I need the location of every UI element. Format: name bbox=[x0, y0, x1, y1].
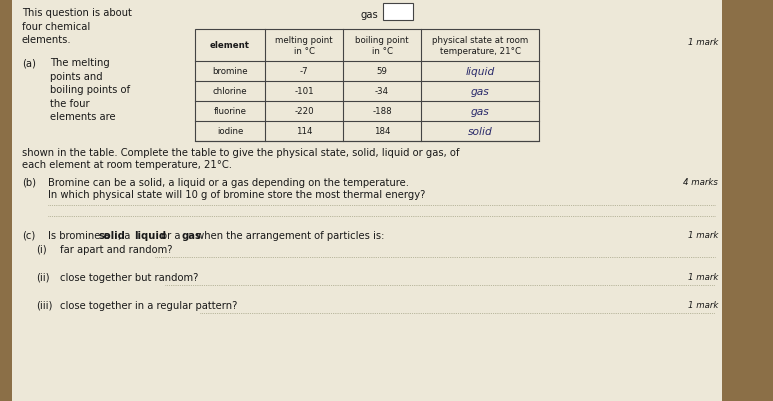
Text: bromine: bromine bbox=[212, 67, 248, 76]
Text: This question is about
four chemical
elements.: This question is about four chemical ele… bbox=[22, 8, 132, 45]
Text: close together but random?: close together but random? bbox=[60, 272, 199, 282]
Bar bbox=[383, 4, 413, 21]
Text: gas: gas bbox=[360, 10, 378, 20]
Text: 1 mark: 1 mark bbox=[688, 300, 718, 309]
Text: 1 mark: 1 mark bbox=[688, 38, 718, 47]
Text: shown in the table. Complete the table to give the physical state, solid, liquid: shown in the table. Complete the table t… bbox=[22, 148, 459, 158]
Text: -188: -188 bbox=[372, 107, 392, 116]
Text: (a): (a) bbox=[22, 58, 36, 68]
Text: iodine: iodine bbox=[216, 127, 243, 136]
Text: 184: 184 bbox=[374, 127, 390, 136]
Text: or a: or a bbox=[158, 231, 183, 241]
Text: -34: -34 bbox=[375, 87, 389, 96]
Text: In which physical state will 10 g of bromine store the most thermal energy?: In which physical state will 10 g of bro… bbox=[48, 190, 425, 200]
Text: (ii): (ii) bbox=[36, 272, 49, 282]
Text: Is bromine a: Is bromine a bbox=[48, 231, 113, 241]
Text: The melting
points and
boiling points of
the four
elements are: The melting points and boiling points of… bbox=[50, 58, 130, 122]
Text: close together in a regular pattern?: close together in a regular pattern? bbox=[60, 300, 237, 310]
Text: (c): (c) bbox=[22, 231, 36, 241]
Text: , a: , a bbox=[118, 231, 134, 241]
Text: -7: -7 bbox=[300, 67, 308, 76]
Text: (i): (i) bbox=[36, 244, 46, 254]
Text: boiling point
in °C: boiling point in °C bbox=[355, 36, 409, 56]
Text: element: element bbox=[210, 41, 250, 51]
FancyBboxPatch shape bbox=[722, 0, 773, 401]
Text: 114: 114 bbox=[296, 127, 312, 136]
Text: Bromine can be a solid, a liquid or a gas depending on the temperature.: Bromine can be a solid, a liquid or a ga… bbox=[48, 178, 409, 188]
Text: 1 mark: 1 mark bbox=[688, 272, 718, 281]
FancyBboxPatch shape bbox=[12, 0, 722, 401]
Text: fluorine: fluorine bbox=[213, 107, 247, 116]
Text: (b): (b) bbox=[22, 178, 36, 188]
Text: -101: -101 bbox=[295, 87, 314, 96]
Text: (iii): (iii) bbox=[36, 300, 53, 310]
Text: 1 mark: 1 mark bbox=[688, 231, 718, 239]
Text: solid: solid bbox=[468, 127, 492, 137]
Text: 59: 59 bbox=[376, 67, 387, 76]
Text: far apart and random?: far apart and random? bbox=[60, 244, 172, 254]
FancyBboxPatch shape bbox=[195, 30, 539, 142]
Text: chlorine: chlorine bbox=[213, 87, 247, 96]
Text: when the arrangement of particles is:: when the arrangement of particles is: bbox=[193, 231, 384, 241]
Text: each element at room temperature, 21°C.: each element at room temperature, 21°C. bbox=[22, 160, 232, 170]
Text: solid: solid bbox=[98, 231, 125, 241]
Text: liquid: liquid bbox=[465, 67, 495, 77]
Text: gas: gas bbox=[471, 107, 489, 117]
Text: gas: gas bbox=[471, 87, 489, 97]
Text: -220: -220 bbox=[295, 107, 314, 116]
Text: melting point
in °C: melting point in °C bbox=[275, 36, 333, 56]
Text: physical state at room
temperature, 21°C: physical state at room temperature, 21°C bbox=[432, 36, 528, 56]
Text: liquid: liquid bbox=[134, 231, 165, 241]
Text: gas: gas bbox=[181, 231, 201, 241]
Text: 4 marks: 4 marks bbox=[683, 178, 718, 186]
